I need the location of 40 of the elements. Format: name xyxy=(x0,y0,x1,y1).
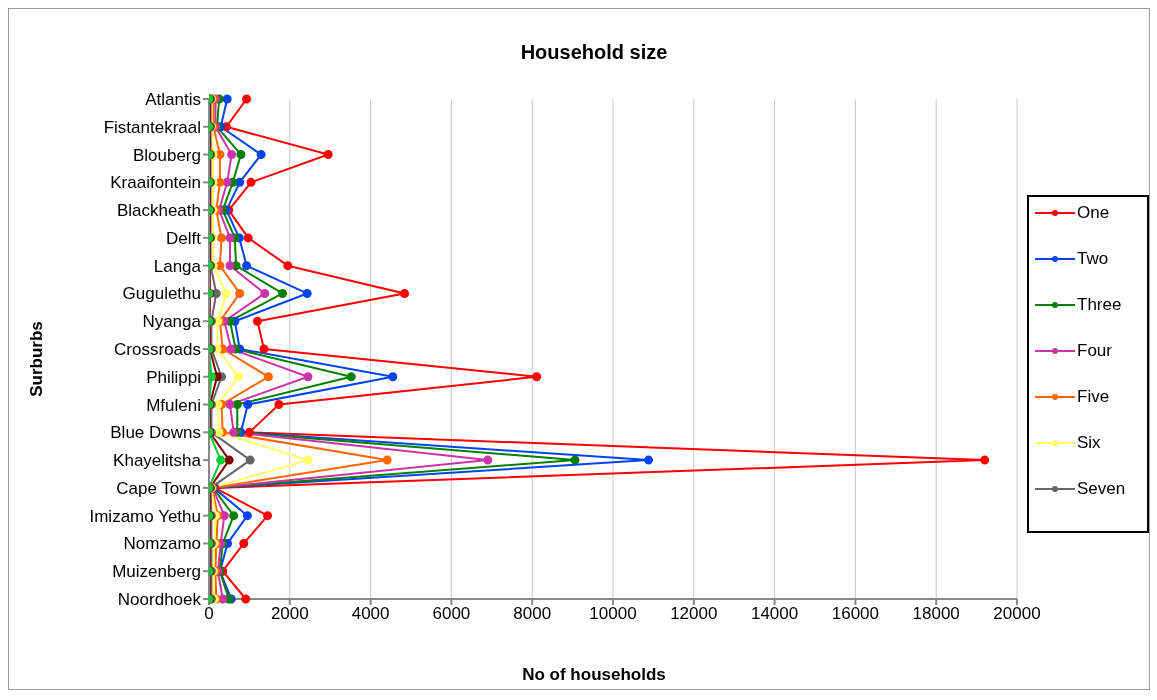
legend-label: One xyxy=(1077,203,1110,223)
y-tick-label: Kraaifontein xyxy=(110,173,201,193)
x-tick-label: 18000 xyxy=(912,604,960,624)
legend-label: Six xyxy=(1077,433,1101,453)
y-tick-label: Blouberg xyxy=(132,145,201,165)
legend-label: Three xyxy=(1077,295,1122,315)
x-tick-label: 12000 xyxy=(670,604,718,624)
y-tick-label: Delft xyxy=(166,228,202,248)
x-axis-title: No of households xyxy=(521,665,667,685)
y-tick-label: Nomzamo xyxy=(123,534,201,554)
y-tick-label: Noordhoek xyxy=(117,590,202,610)
x-tick-label: 8000 xyxy=(513,604,552,624)
legend-label: Seven xyxy=(1077,479,1126,499)
y-tick-label: Mfuleni xyxy=(146,395,201,415)
y-tick-label: Gugulethu xyxy=(122,284,201,304)
y-tick-label: Nyanga xyxy=(142,312,202,332)
legend-label: Four xyxy=(1077,341,1112,361)
x-tick-label: 14000 xyxy=(750,604,799,624)
chart-title: Household size xyxy=(519,41,669,64)
x-tick-label: 16000 xyxy=(831,604,880,624)
x-tick-label: 2000 xyxy=(270,604,309,624)
x-tick-label: 10000 xyxy=(589,604,637,624)
x-tick-label: 4000 xyxy=(351,604,390,624)
y-axis-title: Surburbs xyxy=(27,321,47,397)
y-tick-label: Atlantis xyxy=(145,90,201,110)
y-tick-label: Muizenberg xyxy=(112,562,201,582)
y-tick-label: Crossroads xyxy=(114,340,201,360)
legend-label: Five xyxy=(1077,387,1110,407)
x-tick-label: 6000 xyxy=(432,604,471,624)
legend-label: Two xyxy=(1077,249,1109,269)
x-tick-label: 0 xyxy=(204,604,214,624)
y-tick-label: Imizamo Yethu xyxy=(89,506,201,526)
y-tick-label: Cape Town xyxy=(116,478,201,498)
y-tick-label: Khayelitsha xyxy=(113,451,202,471)
y-tick-label: Philippi xyxy=(146,367,201,387)
y-tick-label: Langa xyxy=(153,256,202,276)
y-tick-label: Blue Downs xyxy=(110,423,201,443)
y-tick-label: Fistantekraal xyxy=(103,117,201,137)
y-tick-label: Blackheath xyxy=(116,201,201,221)
x-tick-label: 20000 xyxy=(993,604,1041,624)
